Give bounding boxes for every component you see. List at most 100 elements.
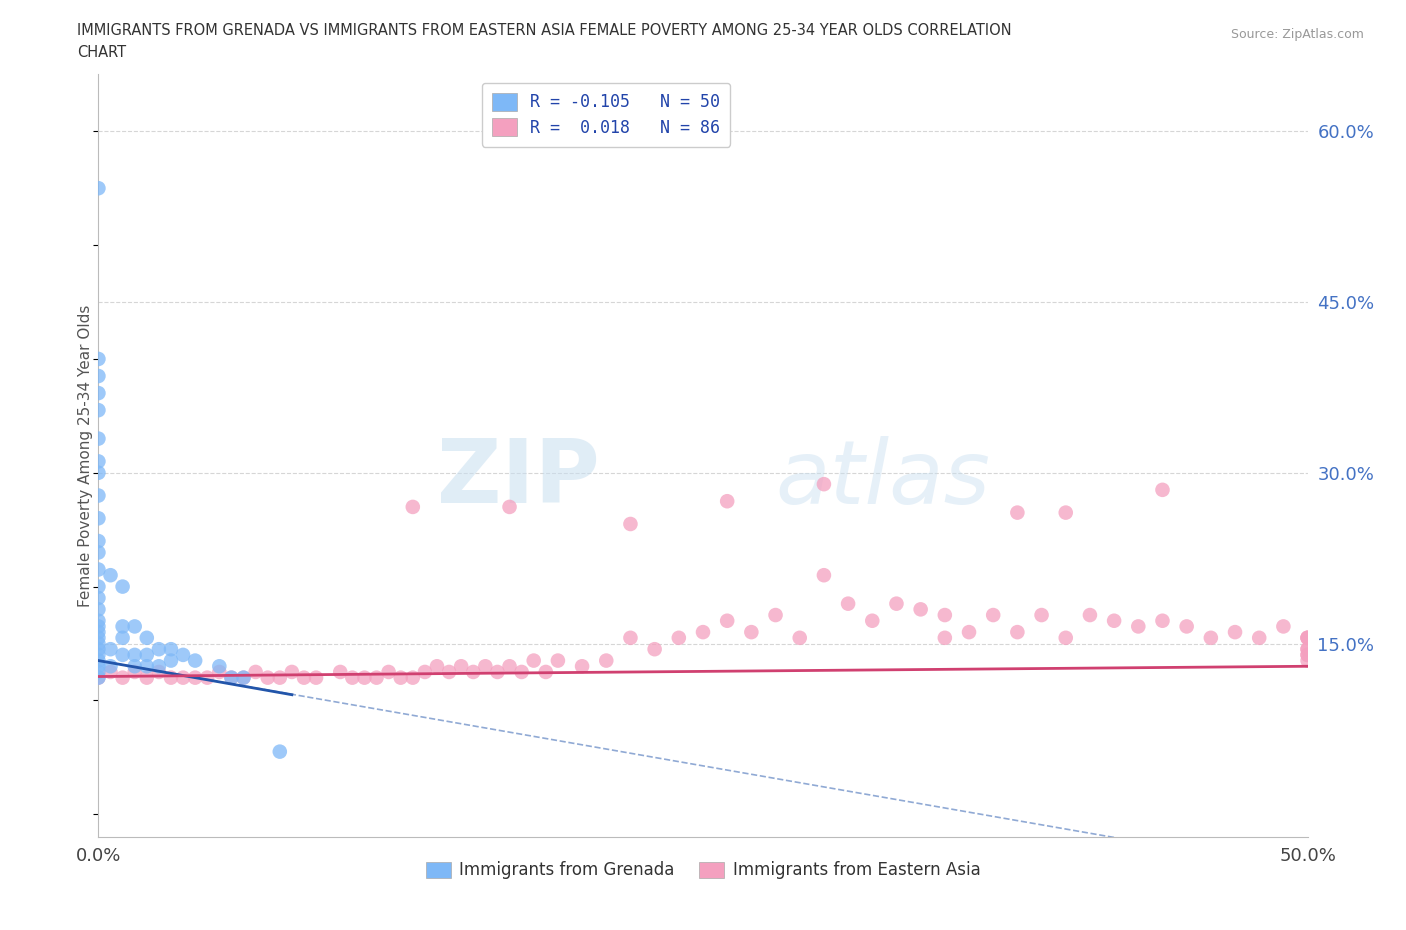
Point <box>87 511 110 525</box>
Point <box>160 653 183 668</box>
Point <box>426 658 449 673</box>
Point <box>1128 619 1150 634</box>
Point <box>124 647 146 662</box>
Point <box>1152 483 1174 498</box>
Point <box>1296 647 1319 662</box>
Point <box>87 619 110 634</box>
Point <box>111 647 134 662</box>
Point <box>221 671 243 685</box>
Point <box>87 534 110 549</box>
Point <box>619 516 641 531</box>
Point <box>87 545 110 560</box>
Point <box>221 671 243 685</box>
Point <box>342 671 364 685</box>
Point <box>789 631 811 645</box>
Point <box>716 494 738 509</box>
Point <box>571 658 593 673</box>
Point <box>1272 619 1295 634</box>
Point <box>111 631 134 645</box>
Point <box>595 653 617 668</box>
Point <box>208 658 231 673</box>
Point <box>160 642 183 657</box>
Point <box>87 658 110 673</box>
Point <box>1296 631 1319 645</box>
Point <box>87 671 110 685</box>
Point <box>87 613 110 628</box>
Text: CHART: CHART <box>77 45 127 60</box>
Point <box>292 671 315 685</box>
Point <box>366 671 388 685</box>
Point <box>160 671 183 685</box>
Point <box>87 579 110 594</box>
Point <box>450 658 472 673</box>
Point <box>547 653 569 668</box>
Point <box>87 631 110 645</box>
Point <box>934 631 956 645</box>
Point <box>837 596 859 611</box>
Point <box>232 671 254 685</box>
Point <box>172 647 194 662</box>
Point <box>1054 631 1077 645</box>
Point <box>87 625 110 640</box>
Point <box>87 180 110 195</box>
Point <box>486 665 509 680</box>
Point <box>1249 631 1271 645</box>
Text: atlas: atlas <box>776 435 990 522</box>
Text: ZIP: ZIP <box>437 435 600 522</box>
Point <box>124 658 146 673</box>
Point <box>1296 642 1319 657</box>
Point <box>100 658 122 673</box>
Point <box>498 499 520 514</box>
Point <box>124 619 146 634</box>
Point <box>172 671 194 685</box>
Point <box>269 671 291 685</box>
Point <box>389 671 412 685</box>
Point <box>474 658 496 673</box>
Point <box>111 619 134 634</box>
Point <box>619 631 641 645</box>
Point <box>87 368 110 383</box>
Point <box>305 671 328 685</box>
Point <box>87 465 110 480</box>
Point <box>148 665 170 680</box>
Point <box>813 477 835 492</box>
Point <box>644 642 666 657</box>
Point <box>87 602 110 617</box>
Point <box>1054 505 1077 520</box>
Point <box>463 665 485 680</box>
Point <box>910 602 932 617</box>
Point <box>1296 642 1319 657</box>
Point <box>281 665 304 680</box>
Point <box>1223 625 1246 640</box>
Point <box>245 665 267 680</box>
Point <box>692 625 714 640</box>
Point <box>377 665 399 680</box>
Point <box>87 403 110 418</box>
Point <box>498 658 520 673</box>
Point <box>1007 505 1029 520</box>
Point <box>87 665 110 680</box>
Y-axis label: Female Poverty Among 25-34 Year Olds: Female Poverty Among 25-34 Year Olds <box>77 304 93 607</box>
Point <box>195 671 218 685</box>
Point <box>860 613 883 628</box>
Point <box>148 642 170 657</box>
Point <box>1102 613 1125 628</box>
Point <box>329 665 352 680</box>
Point <box>87 386 110 401</box>
Point <box>87 636 110 651</box>
Point <box>135 658 157 673</box>
Point <box>87 562 110 577</box>
Point <box>111 671 134 685</box>
Point <box>668 631 690 645</box>
Point <box>269 744 291 759</box>
Point <box>87 432 110 446</box>
Point <box>100 642 122 657</box>
Point <box>1031 607 1053 622</box>
Text: IMMIGRANTS FROM GRENADA VS IMMIGRANTS FROM EASTERN ASIA FEMALE POVERTY AMONG 25-: IMMIGRANTS FROM GRENADA VS IMMIGRANTS FR… <box>77 23 1012 38</box>
Point <box>1296 631 1319 645</box>
Point <box>87 352 110 366</box>
Point <box>1175 619 1198 634</box>
Point <box>135 647 157 662</box>
Point <box>135 631 157 645</box>
Point <box>934 607 956 622</box>
